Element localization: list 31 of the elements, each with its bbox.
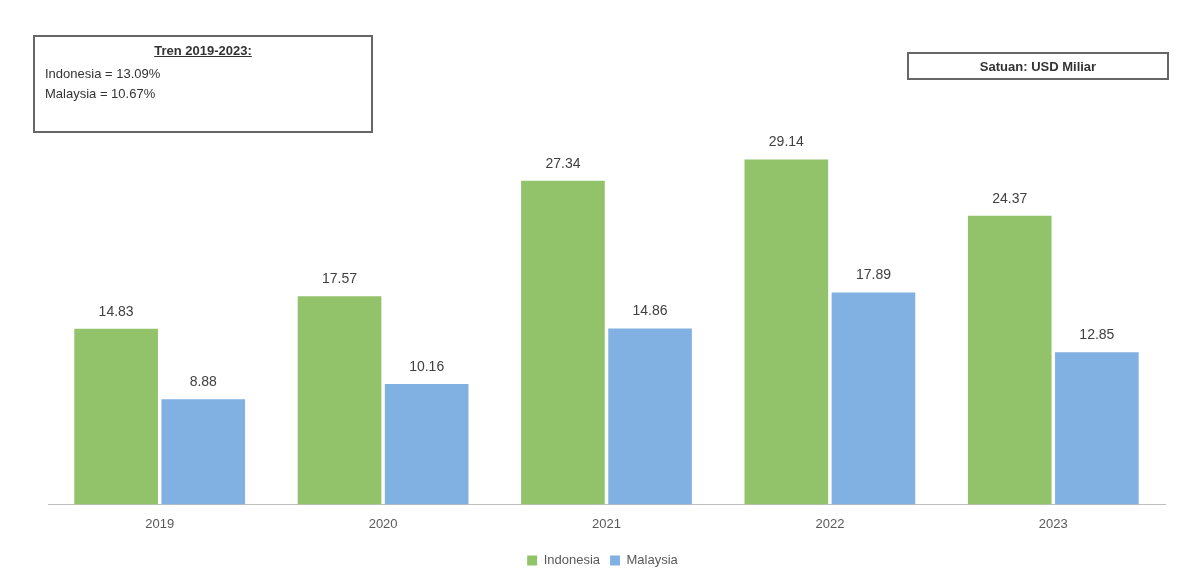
x-tick-label: 2023: [1038, 515, 1068, 531]
x-tick-label: 2019: [145, 515, 175, 531]
text: Malaysia = 10.67%: [45, 85, 157, 103]
bar: [744, 159, 829, 505]
bar: [161, 399, 246, 505]
legend-label: Indonesia: [543, 552, 601, 568]
bar: [297, 296, 382, 505]
x-tick-label: 2022: [815, 515, 845, 531]
text: Satuan: USD Miliar: [978, 58, 1098, 76]
legend-label: Malaysia: [626, 552, 679, 568]
x-tick-label: 2020: [368, 515, 398, 531]
data-label: 27.34: [545, 154, 581, 171]
bar: [74, 328, 158, 505]
data-label: 17.57: [322, 270, 358, 287]
x-tick-label: 2021: [592, 515, 621, 531]
text: Tren 2019-2023:: [153, 42, 253, 60]
bar: [521, 180, 605, 505]
data-label: 8.88: [189, 373, 218, 390]
bar: [1055, 352, 1139, 505]
data-label: 14.83: [98, 302, 134, 319]
data-label: 29.14: [768, 133, 805, 150]
bar: [831, 292, 916, 505]
text: Indonesia = 13.09%: [45, 65, 162, 83]
bar: [967, 215, 1052, 505]
data-label: 24.37: [992, 189, 1028, 206]
bar: [384, 384, 469, 505]
data-label: 12.85: [1079, 326, 1115, 343]
data-label: 14.86: [632, 302, 668, 319]
bar: [608, 328, 692, 505]
data-label: 10.16: [409, 357, 445, 374]
data-label: 17.89: [855, 266, 892, 283]
